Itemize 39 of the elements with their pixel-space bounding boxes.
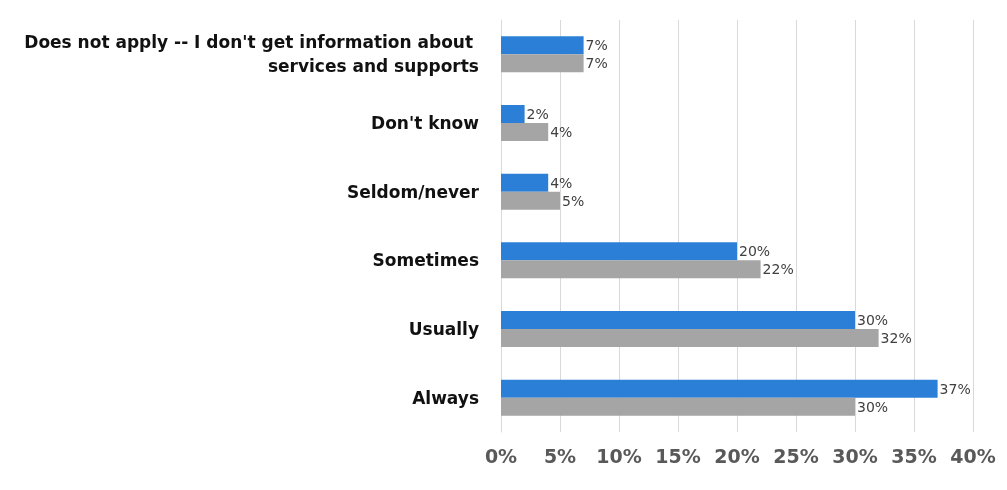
data-label: 7% [585, 55, 608, 72]
y-tick-label: Does not apply -- I don't get information about services and supports [24, 32, 479, 77]
bar [501, 311, 855, 329]
bar [501, 242, 737, 261]
y-tick-label: Usually [408, 319, 479, 339]
x-tick-label: 40% [950, 444, 996, 467]
x-tick-label: 20% [714, 444, 760, 467]
y-tick-label: Don't know [371, 113, 480, 133]
x-tick-label: 30% [832, 444, 878, 467]
data-label: 30% [857, 312, 889, 328]
data-label: 20% [739, 243, 771, 260]
x-tick-label: 10% [596, 444, 642, 467]
y-tick-label: Always [412, 387, 479, 408]
bar [501, 105, 525, 123]
y-tick-label: Sometimes [372, 250, 479, 271]
bar [501, 54, 584, 73]
bar [501, 173, 549, 192]
bar [501, 260, 761, 279]
bar [501, 329, 879, 347]
data-label: 2% [526, 106, 549, 122]
bar [501, 379, 938, 398]
data-label: 30% [857, 398, 889, 415]
data-label: 37% [939, 380, 971, 397]
x-tick-label: 35% [891, 444, 937, 467]
data-label: 22% [762, 261, 794, 278]
data-label: 32% [880, 330, 912, 346]
x-tick-label: 5% [543, 444, 577, 467]
data-label: 4% [550, 124, 573, 140]
bar [501, 397, 855, 416]
x-tick-label: 25% [773, 444, 819, 467]
x-tick-label: 15% [655, 444, 701, 467]
y-tick-label: Seldom/never [347, 181, 480, 202]
x-tick-label: 0% [484, 444, 518, 467]
data-label: 7% [585, 37, 608, 54]
bar [501, 36, 584, 55]
bar [501, 123, 549, 141]
bar [501, 191, 560, 210]
data-label: 4% [550, 174, 573, 191]
data-label: 5% [562, 192, 585, 209]
